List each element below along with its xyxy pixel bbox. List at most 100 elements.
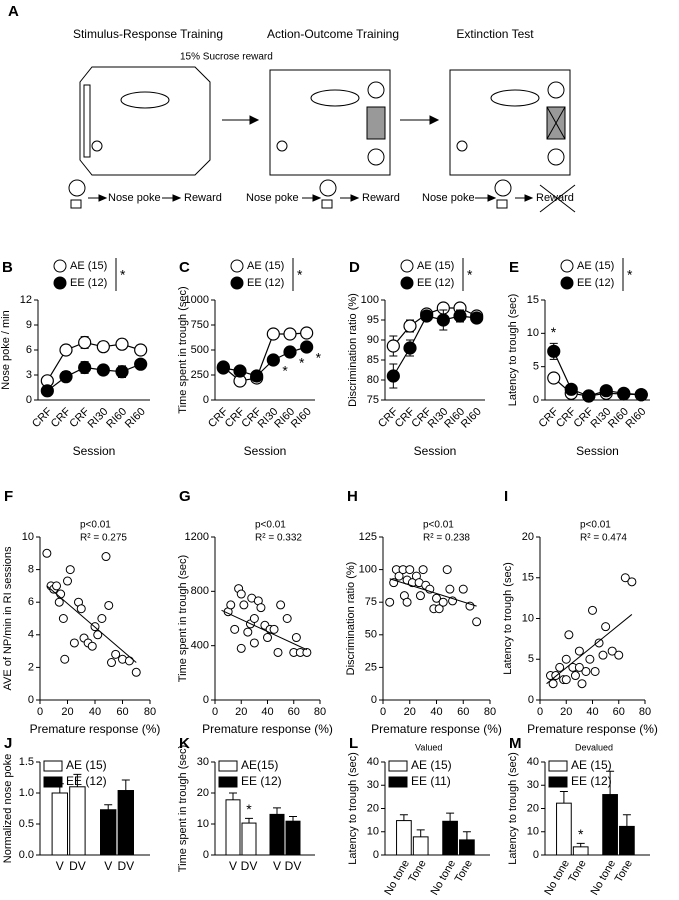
- data-point: [574, 646, 584, 656]
- y-tick-label: 75: [367, 394, 379, 406]
- legend-label: AE (15): [577, 260, 614, 272]
- x-tick-label: 20: [404, 706, 416, 718]
- x-tick-label: 40: [89, 706, 101, 718]
- data-point: [283, 327, 297, 341]
- y-tick-label: 15: [522, 572, 534, 584]
- data-point: [230, 624, 240, 634]
- data-point: [107, 658, 116, 668]
- x-tick-label: Tone: [566, 858, 588, 885]
- data-point: [574, 662, 584, 672]
- panel-label: H: [347, 488, 358, 505]
- y-tick-label: 0.5: [19, 818, 34, 830]
- x-tick-label: RI60: [459, 406, 484, 431]
- legend-label: EE (12): [417, 277, 454, 289]
- y-axis-label: Discrimination ratio (%): [347, 293, 359, 407]
- y-tick-label: 10: [527, 327, 539, 339]
- bar: [117, 790, 134, 856]
- data-point: [472, 617, 482, 627]
- data-point: [403, 319, 417, 333]
- x-tick-label: 20: [235, 706, 247, 718]
- x-axis-label: Premature response (%): [371, 722, 502, 736]
- y-axis-label: Time spent in trough (sec): [177, 745, 189, 872]
- flow-step: Reward: [362, 192, 400, 204]
- data-point: [266, 327, 280, 341]
- annotation: p<0.01: [423, 520, 454, 531]
- y-tick-label: 0: [533, 849, 539, 861]
- error-bar: [121, 779, 130, 791]
- x-tick-label: 60: [288, 706, 300, 718]
- x-tick-label: 0: [537, 706, 543, 718]
- x-tick-label: 40: [430, 706, 442, 718]
- significance-mark: *: [578, 826, 584, 842]
- significance-mark: *: [316, 350, 322, 366]
- stage-title: Action-Outcome Training: [267, 27, 399, 41]
- bar: [241, 822, 257, 856]
- data-point: [78, 335, 92, 350]
- x-tick-label: DV: [117, 859, 134, 873]
- chart-title: Valued: [415, 742, 442, 752]
- y-tick-label: 20: [527, 802, 539, 814]
- legend-marker: [560, 276, 574, 290]
- data-point: [434, 604, 444, 614]
- data-point: [40, 384, 54, 398]
- data-point: [101, 552, 111, 562]
- x-tick-label: V: [273, 859, 281, 873]
- y-tick-label: 1.0: [19, 787, 34, 799]
- data-point: [300, 326, 314, 340]
- legend-label: EE (12): [241, 774, 282, 788]
- data-point: [59, 343, 73, 357]
- error-bar: [273, 807, 281, 815]
- error-bar: [229, 792, 237, 800]
- legend-label: AE (15): [571, 758, 612, 772]
- data-point: [263, 633, 272, 643]
- significance-mark: *: [246, 801, 252, 817]
- chamber-schematics: [68, 66, 576, 213]
- annotation: R² = 0.474: [580, 533, 627, 544]
- x-tick-label: 80: [314, 706, 326, 718]
- x-tick-label: 0: [37, 706, 43, 718]
- data-point: [561, 654, 571, 664]
- data-point: [58, 614, 68, 623]
- legend-label: AE (15): [411, 758, 452, 772]
- y-tick-label: 5: [528, 653, 534, 665]
- x-tick-label: RI60: [104, 406, 129, 431]
- legend-marker: [230, 276, 244, 290]
- data-point: [403, 341, 417, 355]
- data-point: [93, 630, 103, 640]
- data-point: [570, 671, 580, 681]
- y-tick-label: 0: [28, 694, 34, 706]
- y-tick-label: 10: [527, 826, 539, 838]
- data-point: [96, 363, 110, 377]
- significance-mark: *: [551, 324, 557, 340]
- error-bar: [576, 842, 585, 847]
- x-tick-label: 80: [639, 706, 651, 718]
- y-tick-label: 0: [203, 394, 209, 406]
- data-point: [601, 622, 611, 632]
- legend-label: EE (12): [247, 277, 284, 289]
- y-axis-label: Latency to trough (sec): [507, 294, 519, 407]
- data-point: [564, 382, 578, 396]
- y-axis-label: Time spent in trough (sec): [177, 286, 189, 413]
- data-point: [386, 339, 400, 353]
- data-point: [588, 605, 597, 615]
- legend-note: *: [297, 267, 303, 283]
- data-point: [104, 600, 114, 610]
- data-point: [134, 343, 148, 357]
- bar: [412, 836, 429, 856]
- x-tick-label: CRF: [30, 405, 55, 430]
- bar: [396, 820, 412, 856]
- y-tick-label: 4: [28, 629, 34, 641]
- data-point: [115, 365, 129, 379]
- y-tick-label: 12: [20, 294, 32, 306]
- data-point: [420, 309, 434, 323]
- error-bar: [606, 770, 615, 795]
- legend-swatch: [43, 776, 63, 788]
- bar: [442, 820, 458, 856]
- y-tick-label: 20: [367, 802, 379, 814]
- panel-label: I: [504, 488, 508, 505]
- y-tick-label: 30: [367, 779, 379, 791]
- x-tick-label: Tone: [613, 858, 635, 885]
- legend-swatch: [388, 760, 408, 772]
- fit-line: [389, 578, 477, 607]
